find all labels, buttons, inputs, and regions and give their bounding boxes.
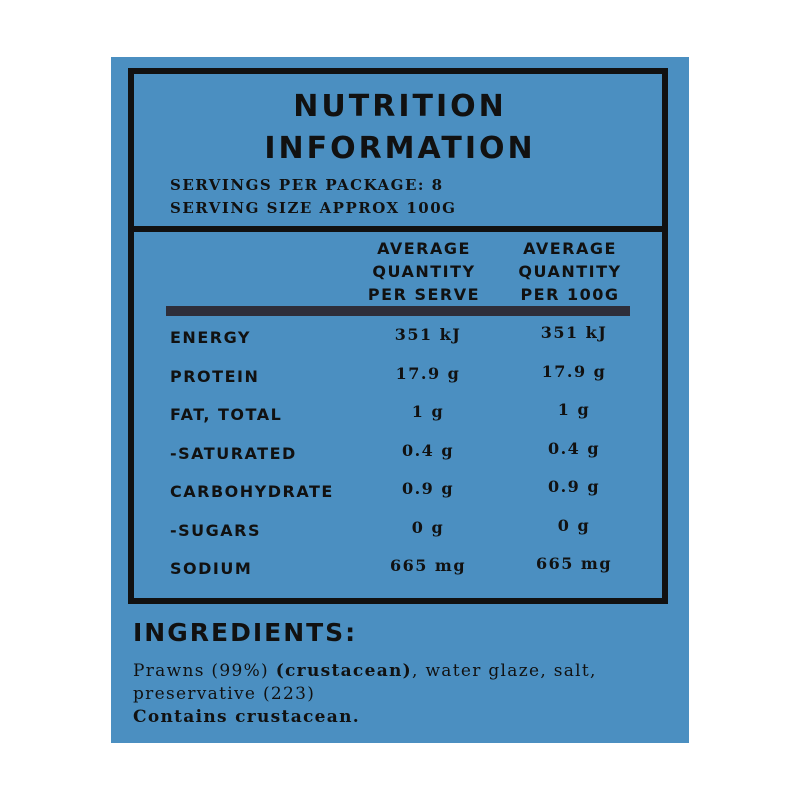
serving-size: SERVING SIZE APPROX 100G (170, 199, 457, 217)
row-label: ENERGY (170, 328, 251, 347)
per-serve: 1 g (411, 402, 445, 421)
row-label: FAT, TOTAL (170, 405, 283, 424)
text: (crustacean) (275, 661, 413, 681)
per-serve: 351 kJ (394, 325, 462, 344)
title: NUTRITION INFORMATION (264, 89, 536, 166)
nutrition-box (128, 68, 668, 604)
text: Prawns (99%) (133, 661, 276, 681)
ingredients-heading: INGREDIENTS: (133, 618, 358, 647)
allergen: Contains crustacean. (133, 707, 360, 727)
per-100g: 17.9 g (541, 361, 607, 381)
per-100g: 0.4 g (547, 438, 601, 458)
ingredients-text: Prawns (99%) (crustacean), water glaze, … (133, 660, 678, 729)
row-label: -SATURATED (170, 443, 297, 463)
column-header: AVERAGE QUANTITY PER 100G (518, 239, 622, 304)
per-100g: 0.9 g (547, 477, 601, 496)
column-header: AVERAGE QUANTITY PER SERVE (367, 239, 481, 304)
per-serve: 17.9 g (395, 363, 461, 383)
row-label: SODIUM (170, 559, 253, 578)
per-100g: 1 g (557, 400, 591, 419)
per-serve: 0 g (411, 517, 445, 537)
per-serve: 665 mg (389, 556, 467, 575)
per-100g: 351 kJ (540, 323, 608, 342)
servings: SERVINGS PER PACKAGE: 8 (170, 176, 444, 194)
row-label: CARBOHYDRATE (170, 482, 334, 501)
divider (128, 226, 668, 232)
text: , water glaze, salt, preservative (223) (133, 661, 597, 704)
row-label: -SUGARS (170, 520, 262, 540)
background-panel (111, 57, 689, 743)
header-bar (166, 306, 630, 316)
per-serve: 0.9 g (401, 479, 455, 498)
per-100g: 665 mg (535, 554, 613, 573)
row-label: PROTEIN (170, 366, 260, 386)
per-100g: 0 g (557, 515, 591, 535)
per-serve: 0.4 g (401, 440, 455, 460)
